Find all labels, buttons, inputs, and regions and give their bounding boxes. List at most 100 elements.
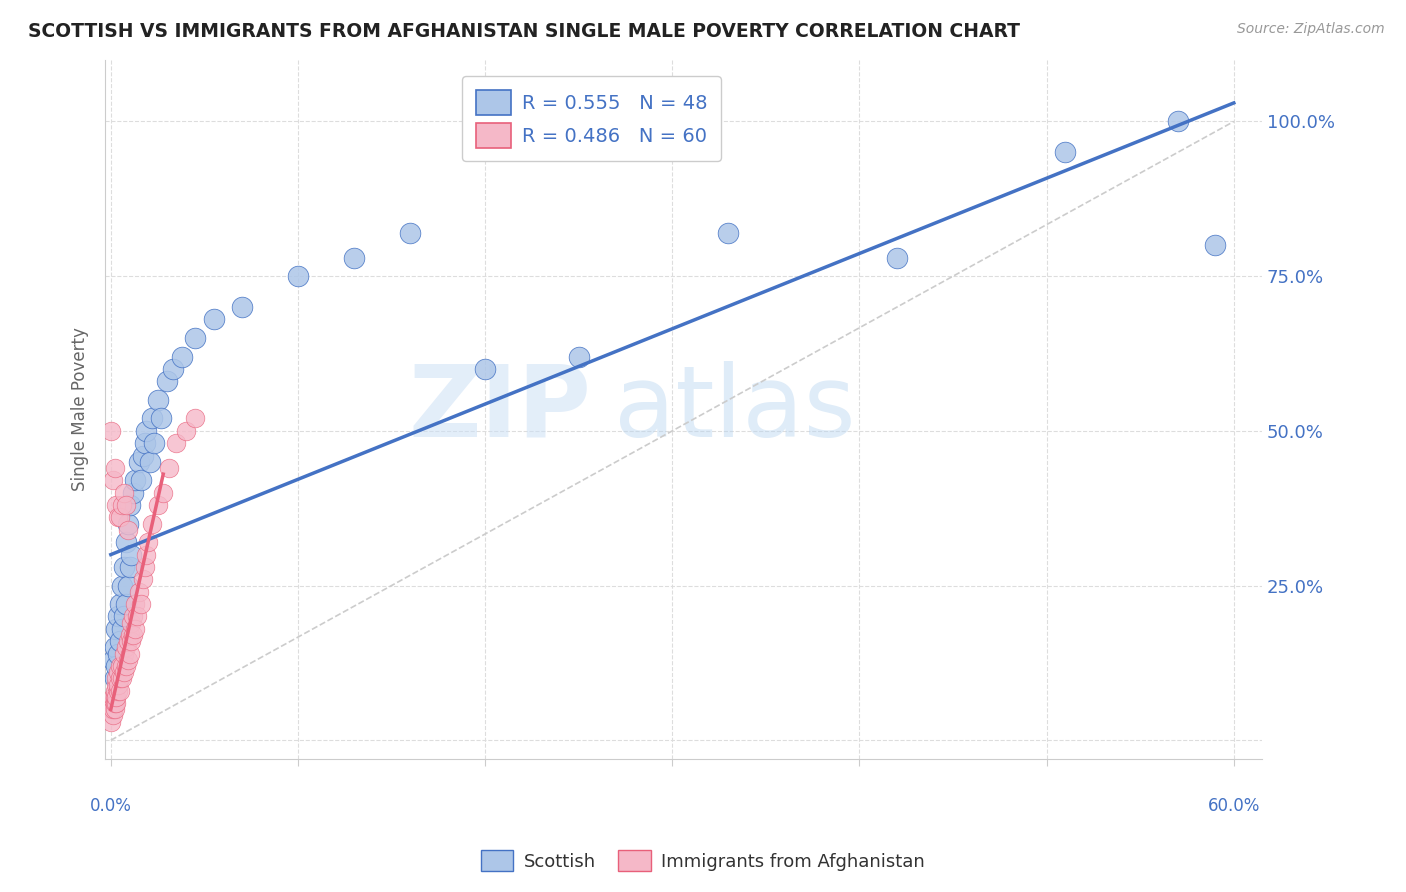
Point bbox=[717, 226, 740, 240]
Point bbox=[135, 424, 157, 438]
Point bbox=[103, 640, 125, 655]
Point bbox=[100, 424, 122, 438]
Point bbox=[107, 510, 129, 524]
Point bbox=[108, 671, 131, 685]
Point bbox=[107, 677, 129, 691]
Point bbox=[124, 622, 146, 636]
Text: atlas: atlas bbox=[614, 360, 856, 458]
Point bbox=[117, 634, 139, 648]
Point bbox=[111, 578, 134, 592]
Point bbox=[184, 411, 207, 425]
Point bbox=[103, 690, 125, 704]
Point bbox=[108, 510, 131, 524]
Point bbox=[474, 362, 496, 376]
Point bbox=[101, 702, 124, 716]
Point bbox=[105, 690, 128, 704]
Point bbox=[100, 714, 122, 729]
Point bbox=[108, 597, 131, 611]
Point bbox=[111, 659, 134, 673]
Point bbox=[141, 411, 163, 425]
Point bbox=[184, 331, 207, 345]
Point bbox=[112, 609, 135, 624]
Point bbox=[343, 251, 366, 265]
Point bbox=[141, 516, 163, 531]
Point bbox=[124, 597, 146, 611]
Point bbox=[112, 647, 135, 661]
Point bbox=[103, 696, 125, 710]
Point bbox=[231, 300, 253, 314]
Point bbox=[165, 436, 187, 450]
Point bbox=[156, 375, 179, 389]
Point bbox=[287, 269, 309, 284]
Point bbox=[103, 461, 125, 475]
Point bbox=[134, 560, 156, 574]
Point bbox=[111, 498, 134, 512]
Point bbox=[101, 653, 124, 667]
Point bbox=[120, 548, 142, 562]
Point bbox=[107, 609, 129, 624]
Point bbox=[118, 628, 141, 642]
Point bbox=[134, 436, 156, 450]
Point bbox=[131, 449, 153, 463]
Point bbox=[118, 560, 141, 574]
Point bbox=[114, 659, 136, 673]
Point bbox=[103, 702, 125, 716]
Point bbox=[120, 634, 142, 648]
Point bbox=[568, 350, 591, 364]
Point bbox=[114, 498, 136, 512]
Point bbox=[129, 474, 152, 488]
Text: SCOTTISH VS IMMIGRANTS FROM AFGHANISTAN SINGLE MALE POVERTY CORRELATION CHART: SCOTTISH VS IMMIGRANTS FROM AFGHANISTAN … bbox=[28, 22, 1021, 41]
Text: 60.0%: 60.0% bbox=[1208, 797, 1260, 815]
Point bbox=[105, 671, 128, 685]
Point bbox=[100, 702, 122, 716]
Point bbox=[112, 560, 135, 574]
Point bbox=[129, 597, 152, 611]
Point bbox=[157, 461, 180, 475]
Point bbox=[101, 690, 124, 704]
Point bbox=[108, 634, 131, 648]
Point bbox=[135, 548, 157, 562]
Text: Source: ZipAtlas.com: Source: ZipAtlas.com bbox=[1237, 22, 1385, 37]
Point bbox=[128, 584, 150, 599]
Point bbox=[105, 696, 128, 710]
Point bbox=[122, 628, 145, 642]
Y-axis label: Single Male Poverty: Single Male Poverty bbox=[72, 327, 89, 491]
Point bbox=[105, 677, 128, 691]
Point bbox=[128, 455, 150, 469]
Point bbox=[103, 683, 125, 698]
Point bbox=[117, 523, 139, 537]
Point bbox=[105, 498, 128, 512]
Point bbox=[112, 485, 135, 500]
Point bbox=[399, 226, 422, 240]
Point bbox=[114, 535, 136, 549]
Point bbox=[146, 498, 169, 512]
Point bbox=[125, 609, 148, 624]
Point bbox=[107, 665, 129, 680]
Point bbox=[124, 474, 146, 488]
Point bbox=[108, 683, 131, 698]
Point bbox=[150, 411, 173, 425]
Point bbox=[117, 516, 139, 531]
Point bbox=[886, 251, 908, 265]
Point bbox=[101, 708, 124, 723]
Point bbox=[146, 392, 169, 407]
Point bbox=[120, 615, 142, 630]
Point bbox=[152, 485, 174, 500]
Point bbox=[114, 597, 136, 611]
Point bbox=[117, 578, 139, 592]
Text: ZIP: ZIP bbox=[408, 360, 591, 458]
Point bbox=[101, 474, 124, 488]
Point bbox=[1054, 145, 1077, 160]
Point bbox=[105, 659, 128, 673]
Point bbox=[112, 665, 135, 680]
Point bbox=[202, 312, 225, 326]
Point bbox=[1204, 238, 1226, 252]
Point bbox=[101, 696, 124, 710]
Point bbox=[136, 535, 159, 549]
Point bbox=[122, 485, 145, 500]
Point bbox=[111, 622, 134, 636]
Point bbox=[170, 350, 193, 364]
Point bbox=[117, 653, 139, 667]
Point bbox=[1167, 114, 1189, 128]
Legend: Scottish, Immigrants from Afghanistan: Scottish, Immigrants from Afghanistan bbox=[474, 843, 932, 879]
